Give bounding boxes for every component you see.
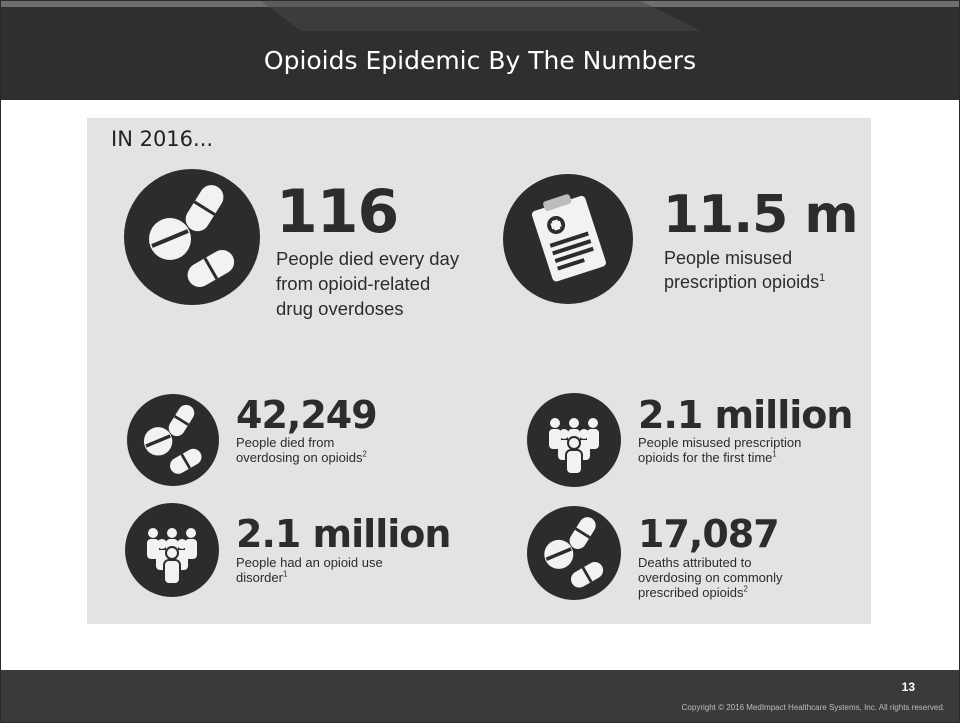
footnote-marker: 2 bbox=[362, 449, 367, 459]
stat-number: 2.1 million bbox=[638, 393, 853, 437]
footnote-marker: 1 bbox=[819, 272, 826, 284]
slide-header: Opioids Epidemic By The Numbers bbox=[1, 1, 959, 100]
footnote-marker: 2 bbox=[743, 584, 748, 594]
pills-icon bbox=[527, 506, 621, 600]
stat-description: People misused prescription opioids for … bbox=[638, 435, 802, 465]
infographic-panel: IN 2016... 116 People died every day fro… bbox=[87, 118, 871, 624]
stat-number: 17,087 bbox=[638, 512, 780, 556]
stat-description: People misused prescription opioids1 bbox=[664, 248, 826, 292]
footnote-marker: 1 bbox=[282, 569, 288, 579]
people-group-icon bbox=[125, 503, 219, 597]
clipboard-prescription-icon bbox=[503, 174, 633, 304]
stat-description: People died every day from opioid-relate… bbox=[276, 248, 460, 319]
stat-description: People had an opioid use disorder1 bbox=[236, 555, 383, 585]
people-group-icon bbox=[527, 393, 621, 487]
intro-text: IN 2016... bbox=[111, 127, 214, 151]
stat-number: 2.1 million bbox=[236, 512, 451, 556]
stat-number: 11.5 m bbox=[663, 185, 859, 245]
stat-number: 116 bbox=[276, 177, 399, 247]
stat-number: 42,249 bbox=[236, 393, 378, 437]
page-number: 13 bbox=[901, 680, 915, 694]
copyright-notice: Copyright © 2016 MedImpact Healthcare Sy… bbox=[681, 703, 945, 712]
footnote-marker: 1 bbox=[772, 449, 777, 459]
pills-icon bbox=[124, 169, 260, 305]
slide-footer: 13 Copyright © 2016 MedImpact Healthcare… bbox=[1, 670, 959, 722]
stat-description: Deaths attributed to overdosing on commo… bbox=[638, 555, 783, 600]
pills-icon bbox=[127, 394, 219, 486]
slide-title: Opioids Epidemic By The Numbers bbox=[263, 46, 697, 75]
header-decoration bbox=[1, 1, 959, 31]
stat-description: People died from overdosing on opioids2 bbox=[236, 435, 367, 465]
